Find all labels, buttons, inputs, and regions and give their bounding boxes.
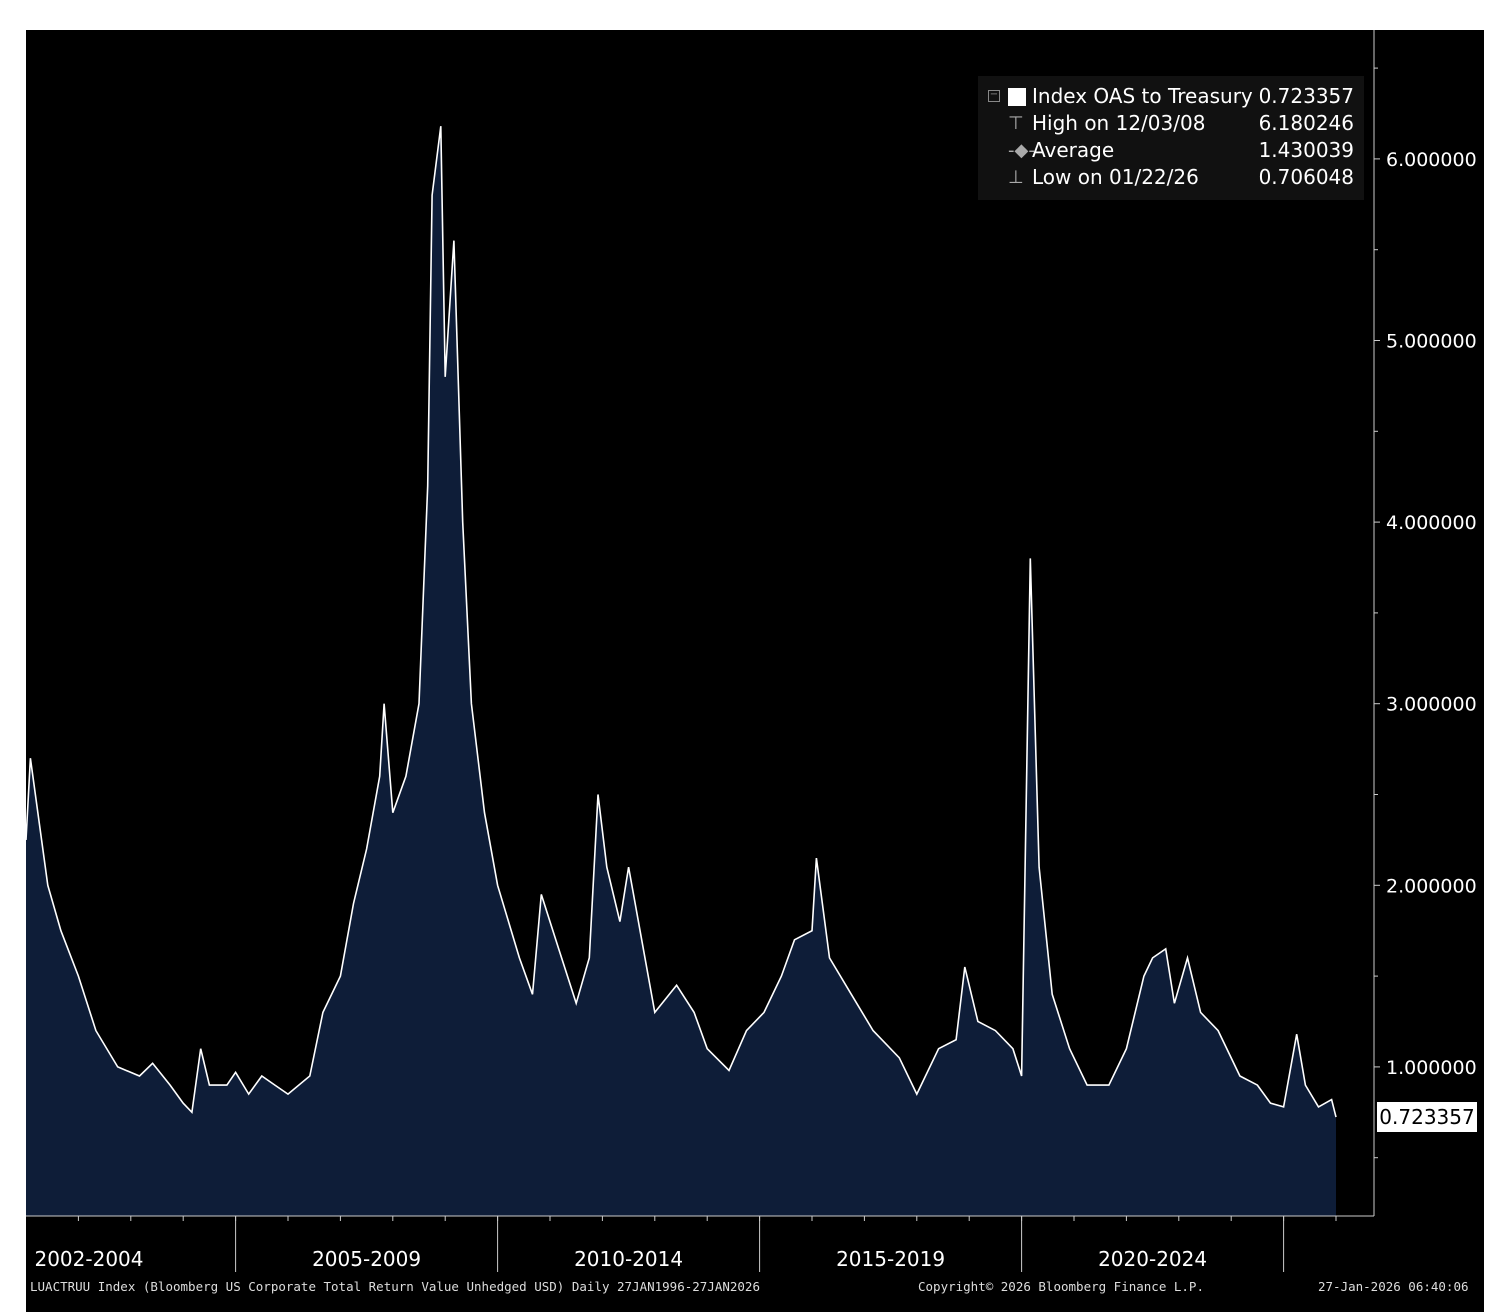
average-marker-icon: -◆- xyxy=(1008,140,1035,161)
axes: 1.000000 2.000000 3.000000 4.000000 5.000000… xyxy=(26,30,1477,1272)
x-period-label: 2002-2004 xyxy=(34,1247,143,1271)
x-period-label: 2015-2019 xyxy=(836,1247,945,1271)
legend: − Index OAS to Treasury 0.723357 ⊤ High … xyxy=(978,76,1364,200)
series-area xyxy=(25,126,1337,1217)
series-area-fill xyxy=(26,126,1336,1217)
y-tick-label: 5.000000 xyxy=(1386,331,1477,353)
legend-label: Index OAS to Treasury xyxy=(1032,84,1253,108)
y-tick-label: 3.000000 xyxy=(1386,694,1477,716)
y-tick-label: 1.000000 xyxy=(1386,1057,1477,1079)
collapse-icon[interactable]: − xyxy=(988,89,1000,102)
low-marker-icon: ⊥ xyxy=(1008,167,1024,188)
legend-low: ⊥ Low on 01/22/26 0.706048 xyxy=(978,165,1364,192)
legend-label: Average xyxy=(1032,138,1115,162)
y-tick-label: 4.000000 xyxy=(1386,512,1477,534)
legend-value: 0.723357 xyxy=(1258,84,1354,108)
series-swatch-icon xyxy=(1008,88,1026,106)
footer-copyright: Copyright© 2026 Bloomberg Finance L.P. xyxy=(918,1279,1204,1294)
last-value-label: 0.723357 xyxy=(1377,1102,1477,1132)
footer-timestamp: 27-Jan-2026 06:40:06 xyxy=(1318,1279,1469,1294)
series-line xyxy=(25,126,1337,1118)
footer-source: LUACTRUU Index (Bloomberg US Corporate T… xyxy=(30,1279,760,1294)
legend-value: 0.706048 xyxy=(1258,165,1354,189)
footer-background xyxy=(26,1276,1484,1312)
legend-average: -◆- Average 1.430039 xyxy=(978,138,1364,165)
x-period-label: 2020-2024 xyxy=(1098,1247,1207,1271)
legend-label: High on 12/03/08 xyxy=(1032,111,1206,135)
x-period-label: 2010-2014 xyxy=(574,1247,683,1271)
legend-label: Low on 01/22/26 xyxy=(1032,165,1199,189)
legend-value: 1.430039 xyxy=(1258,138,1354,162)
legend-value: 6.180246 xyxy=(1258,111,1354,135)
legend-series: − Index OAS to Treasury 0.723357 xyxy=(978,84,1364,111)
y-tick-label: 6.000000 xyxy=(1386,149,1477,171)
legend-high: ⊤ High on 12/03/08 6.180246 xyxy=(978,111,1364,138)
x-period-label: 2005-2009 xyxy=(312,1247,421,1271)
y-tick-label: 2.000000 xyxy=(1386,875,1477,897)
high-marker-icon: ⊤ xyxy=(1008,113,1024,134)
